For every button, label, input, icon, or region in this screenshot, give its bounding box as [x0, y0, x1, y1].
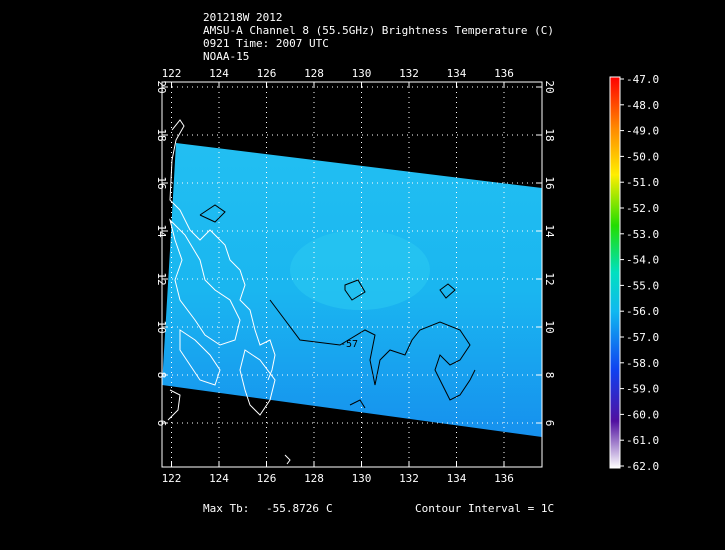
contour-label: -57	[340, 339, 358, 350]
colorbar-label: -58.0	[626, 357, 659, 370]
map-frame	[161, 81, 543, 468]
colorbar-label: -57.0	[626, 331, 659, 344]
colorbar-label: -54.0	[626, 254, 659, 267]
lon-label: 122	[162, 67, 182, 80]
colorbar-label: -59.0	[626, 383, 659, 396]
colorbar-label: -61.0	[626, 434, 659, 447]
header-line: 201218W 2012	[203, 11, 282, 24]
warm-area	[290, 230, 430, 310]
coastline	[239, 349, 276, 416]
colorbar-label: -53.0	[626, 228, 659, 241]
lat-label: 12	[543, 272, 556, 285]
colorbar-label: -48.0	[626, 99, 659, 112]
header-line: NOAA-15	[203, 50, 249, 63]
lat-label: 6	[543, 420, 556, 427]
colorbar	[609, 76, 621, 469]
colorbar-label: -47.0	[626, 73, 659, 86]
lat-label: 10	[543, 320, 556, 333]
colorbar-label: -49.0	[626, 125, 659, 138]
lon-label: 126	[257, 472, 277, 485]
lon-label: 124	[209, 472, 229, 485]
lon-label: 134	[447, 472, 467, 485]
contour	[199, 204, 226, 223]
lon-label: 128	[304, 67, 324, 80]
lat-label: 18	[543, 128, 556, 141]
lon-label: 122	[162, 472, 182, 485]
colorbar-label: -51.0	[626, 176, 659, 189]
footer: Max Tb: -55.8726 C Contour Interval = 1C	[203, 502, 554, 515]
lon-label: 124	[209, 67, 229, 80]
lon-label: 130	[352, 472, 372, 485]
lon-label: 134	[447, 67, 467, 80]
colorbar-labels: -47.0 -48.0 -49.0 -50.0 -51.0 -52.0 -53.0 -54.0…	[620, 73, 659, 473]
contour	[344, 279, 366, 301]
lon-label: 128	[304, 472, 324, 485]
max-value: -55.8726	[266, 502, 319, 515]
lat-label: 8	[543, 372, 556, 379]
colorbar-label: -62.0	[626, 460, 659, 473]
coastline	[167, 389, 181, 421]
lat-label: 16	[543, 176, 556, 189]
max-label: Max Tb:	[203, 502, 249, 515]
lat-label: 20	[543, 80, 556, 93]
header-line: 0921 Time: 2007 UTC	[203, 37, 329, 50]
max-unit: C	[326, 502, 333, 515]
lon-label: 132	[399, 67, 419, 80]
header: 201218W 2012 AMSU-A Channel 8 (55.5GHz) …	[203, 11, 554, 63]
coastline	[284, 454, 291, 465]
colorbar-label: -55.0	[626, 279, 659, 292]
colorbar-label: -52.0	[626, 202, 659, 215]
contour	[439, 283, 456, 299]
contour	[349, 399, 366, 409]
lon-label: 136	[494, 67, 514, 80]
coastline	[169, 119, 276, 381]
lon-label: 130	[352, 67, 372, 80]
contour-interval: Contour Interval = 1C	[415, 502, 554, 515]
contour	[269, 299, 476, 401]
coastline	[179, 329, 221, 386]
lon-label: 126	[257, 67, 277, 80]
header-line: AMSU-A Channel 8 (55.5GHz) Brightness Te…	[203, 24, 554, 37]
lat-label: 14	[543, 224, 556, 238]
colorbar-label: -50.0	[626, 150, 659, 163]
colorbar-label: -60.0	[626, 408, 659, 421]
coastline	[169, 218, 241, 346]
lon-label: 136	[494, 472, 514, 485]
colorbar-label: -56.0	[626, 305, 659, 318]
contours	[199, 204, 476, 409]
lon-label: 132	[399, 472, 419, 485]
coastlines	[167, 119, 291, 465]
